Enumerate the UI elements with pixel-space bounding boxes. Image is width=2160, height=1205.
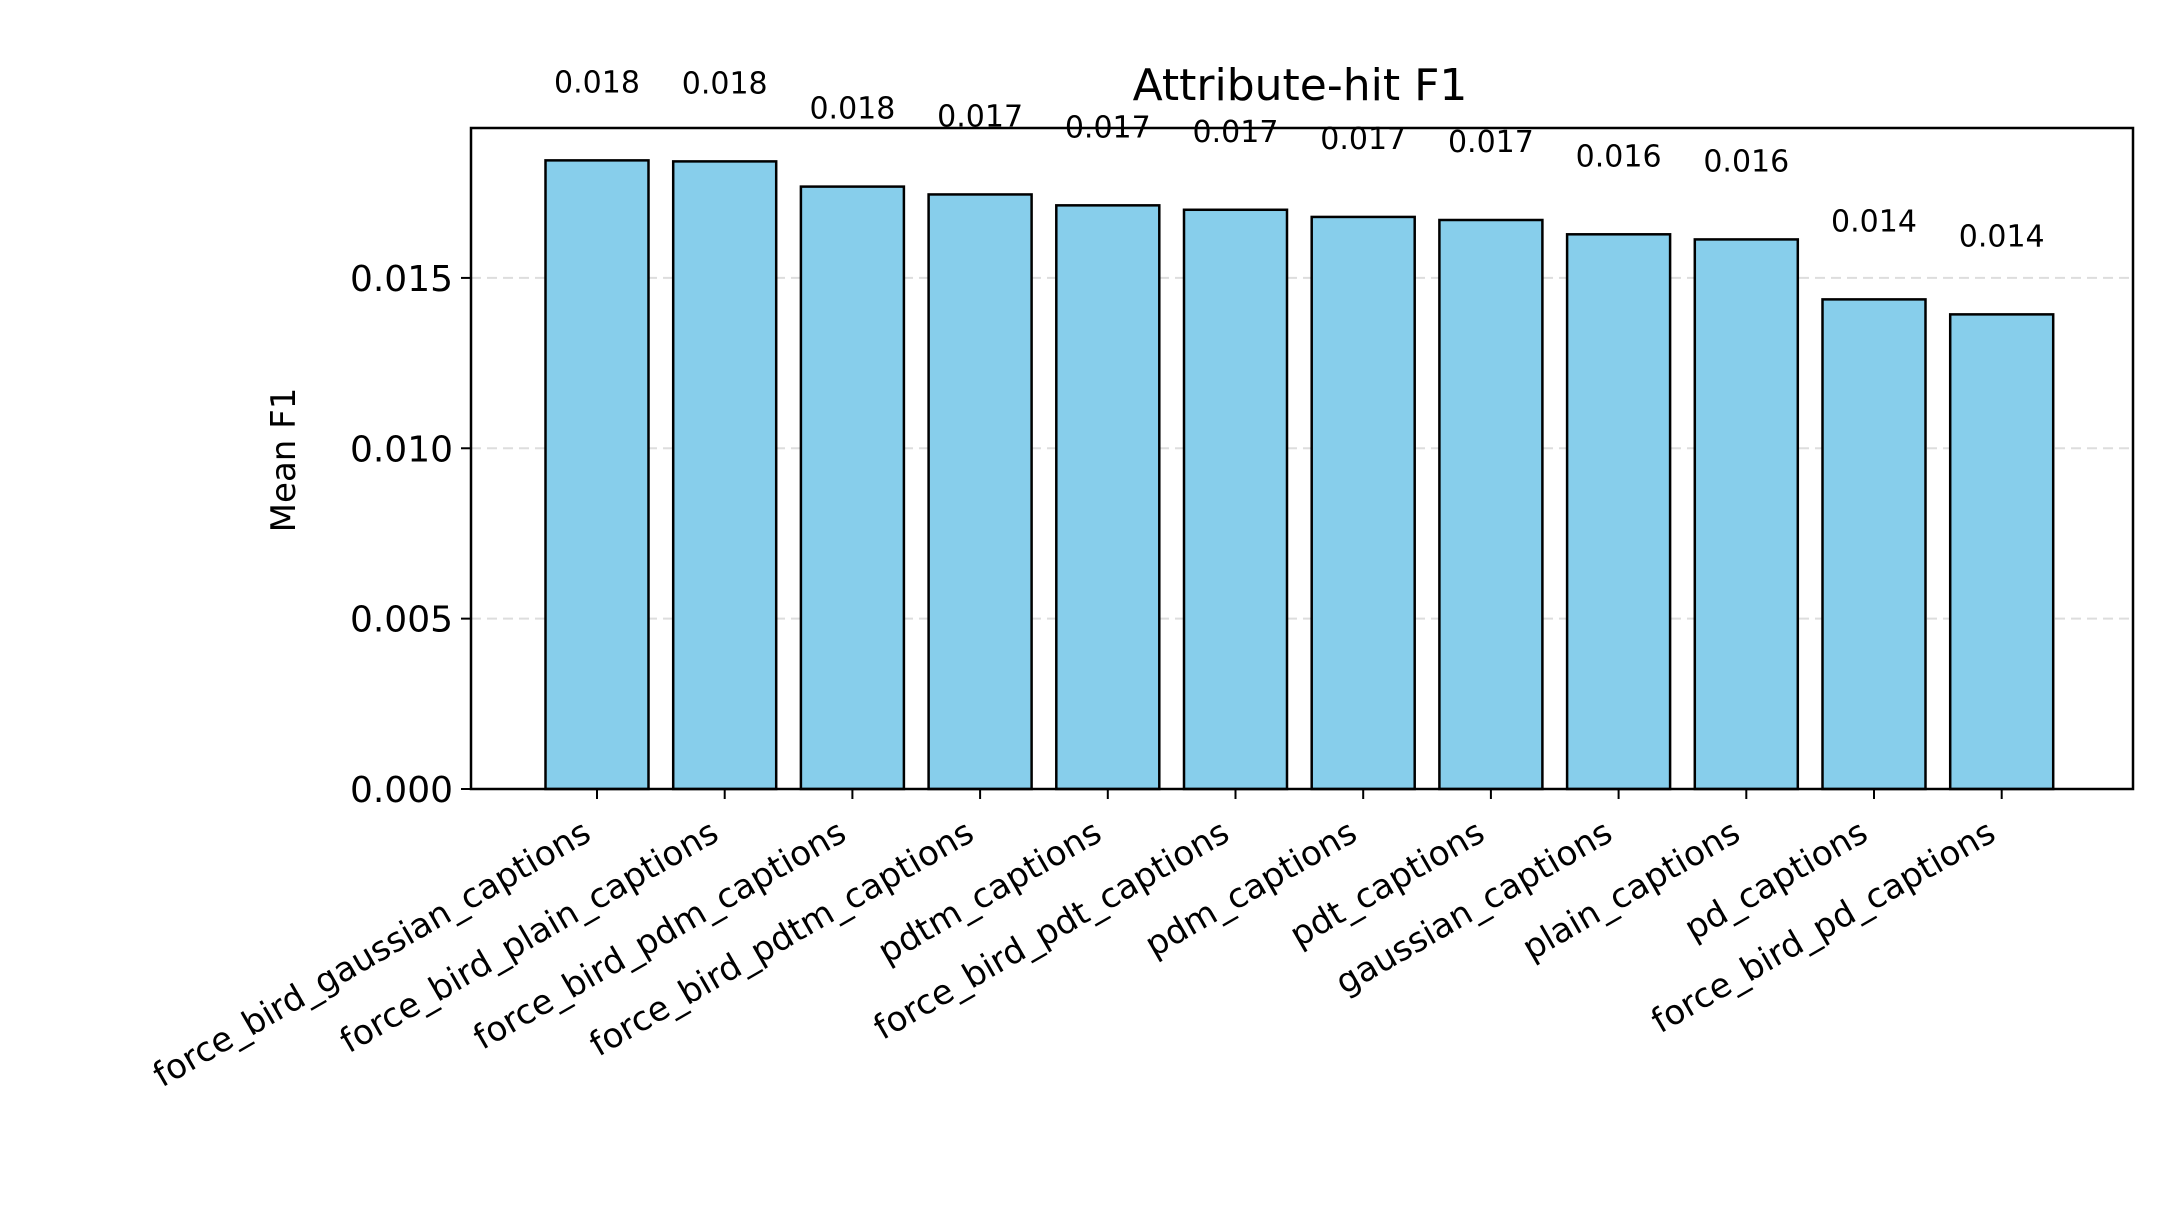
x-tick-label: pdm_captions	[1138, 812, 1363, 965]
value-label: 0.014	[1831, 204, 1917, 239]
value-label: 0.016	[1576, 139, 1662, 174]
value-label: 0.017	[1193, 115, 1279, 150]
y-tick-label: 0.015	[350, 259, 453, 300]
value-label: 0.018	[554, 65, 640, 100]
x-tick-label: plain_captions	[1516, 812, 1747, 969]
value-labels: 0.018 0.018 0.018 0.017 0.017 0.017 0.017 0.017…	[554, 65, 2045, 254]
value-label: 0.017	[1320, 122, 1406, 157]
bar	[799, 185, 906, 791]
bar	[1565, 233, 1672, 791]
value-label: 0.014	[1959, 219, 2045, 254]
bar	[1693, 238, 1800, 791]
bar	[1821, 298, 1927, 791]
bars	[544, 159, 2055, 791]
y-tick-label: 0.005	[350, 600, 453, 641]
bar	[1055, 204, 1161, 791]
bar	[671, 160, 778, 791]
value-label: 0.017	[937, 99, 1023, 134]
plot-frame	[469, 126, 2135, 791]
bar	[1948, 313, 2055, 791]
y-tick-label: 0.010	[350, 429, 453, 470]
y-tick-label: 0.000	[350, 770, 453, 811]
bar	[1310, 215, 1416, 791]
y-axis-label: Mean F1	[264, 388, 304, 533]
bar	[544, 159, 650, 791]
value-label: 0.018	[809, 92, 895, 127]
bar	[1438, 218, 1544, 791]
value-label: 0.017	[1448, 125, 1534, 160]
chart-title: Attribute-hit F1	[1133, 60, 1468, 111]
value-label: 0.017	[1065, 110, 1151, 145]
bar	[1182, 208, 1289, 791]
value-label: 0.018	[682, 66, 768, 101]
bar	[927, 193, 1033, 791]
value-label: 0.016	[1703, 144, 1789, 179]
